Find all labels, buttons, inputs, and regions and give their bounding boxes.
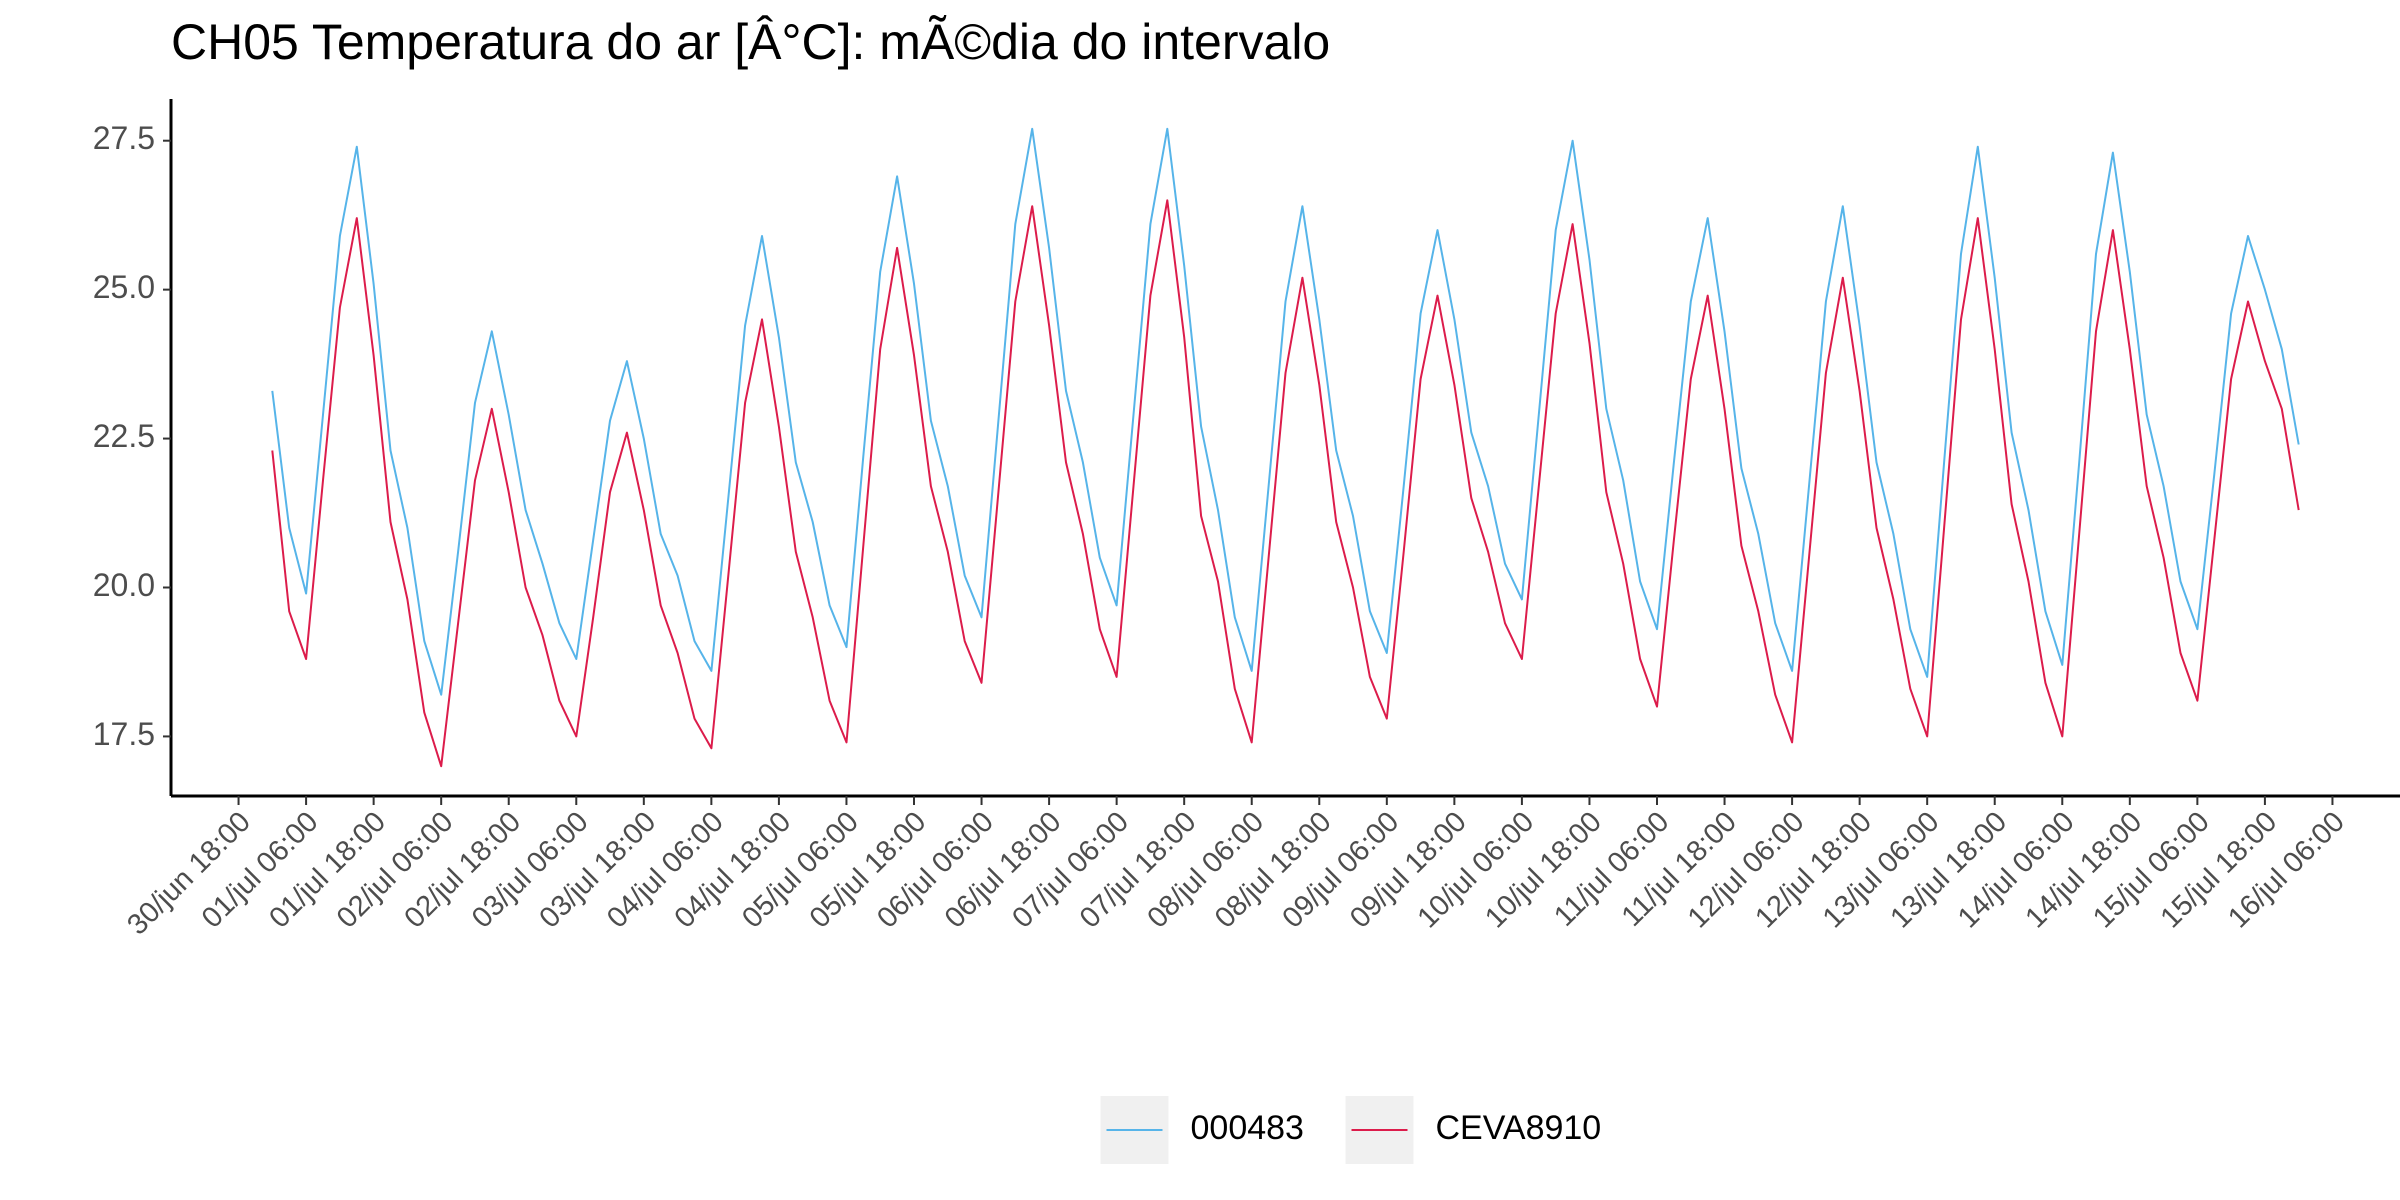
- series-line: [271, 199, 2300, 768]
- y-tick-label: 27.5: [93, 120, 155, 156]
- legend-label: CEVA8910: [1436, 1109, 1602, 1147]
- y-tick-label: 20.0: [93, 567, 155, 603]
- y-tick-label: 25.0: [93, 269, 155, 305]
- legend-label: 000483: [1191, 1109, 1304, 1147]
- y-tick-label: 17.5: [93, 716, 155, 752]
- chart-title: CH05 Temperatura do ar [Â°C]: mÃ©dia do …: [171, 14, 1330, 70]
- y-tick-label: 22.5: [93, 418, 155, 454]
- series-line: [271, 127, 2300, 696]
